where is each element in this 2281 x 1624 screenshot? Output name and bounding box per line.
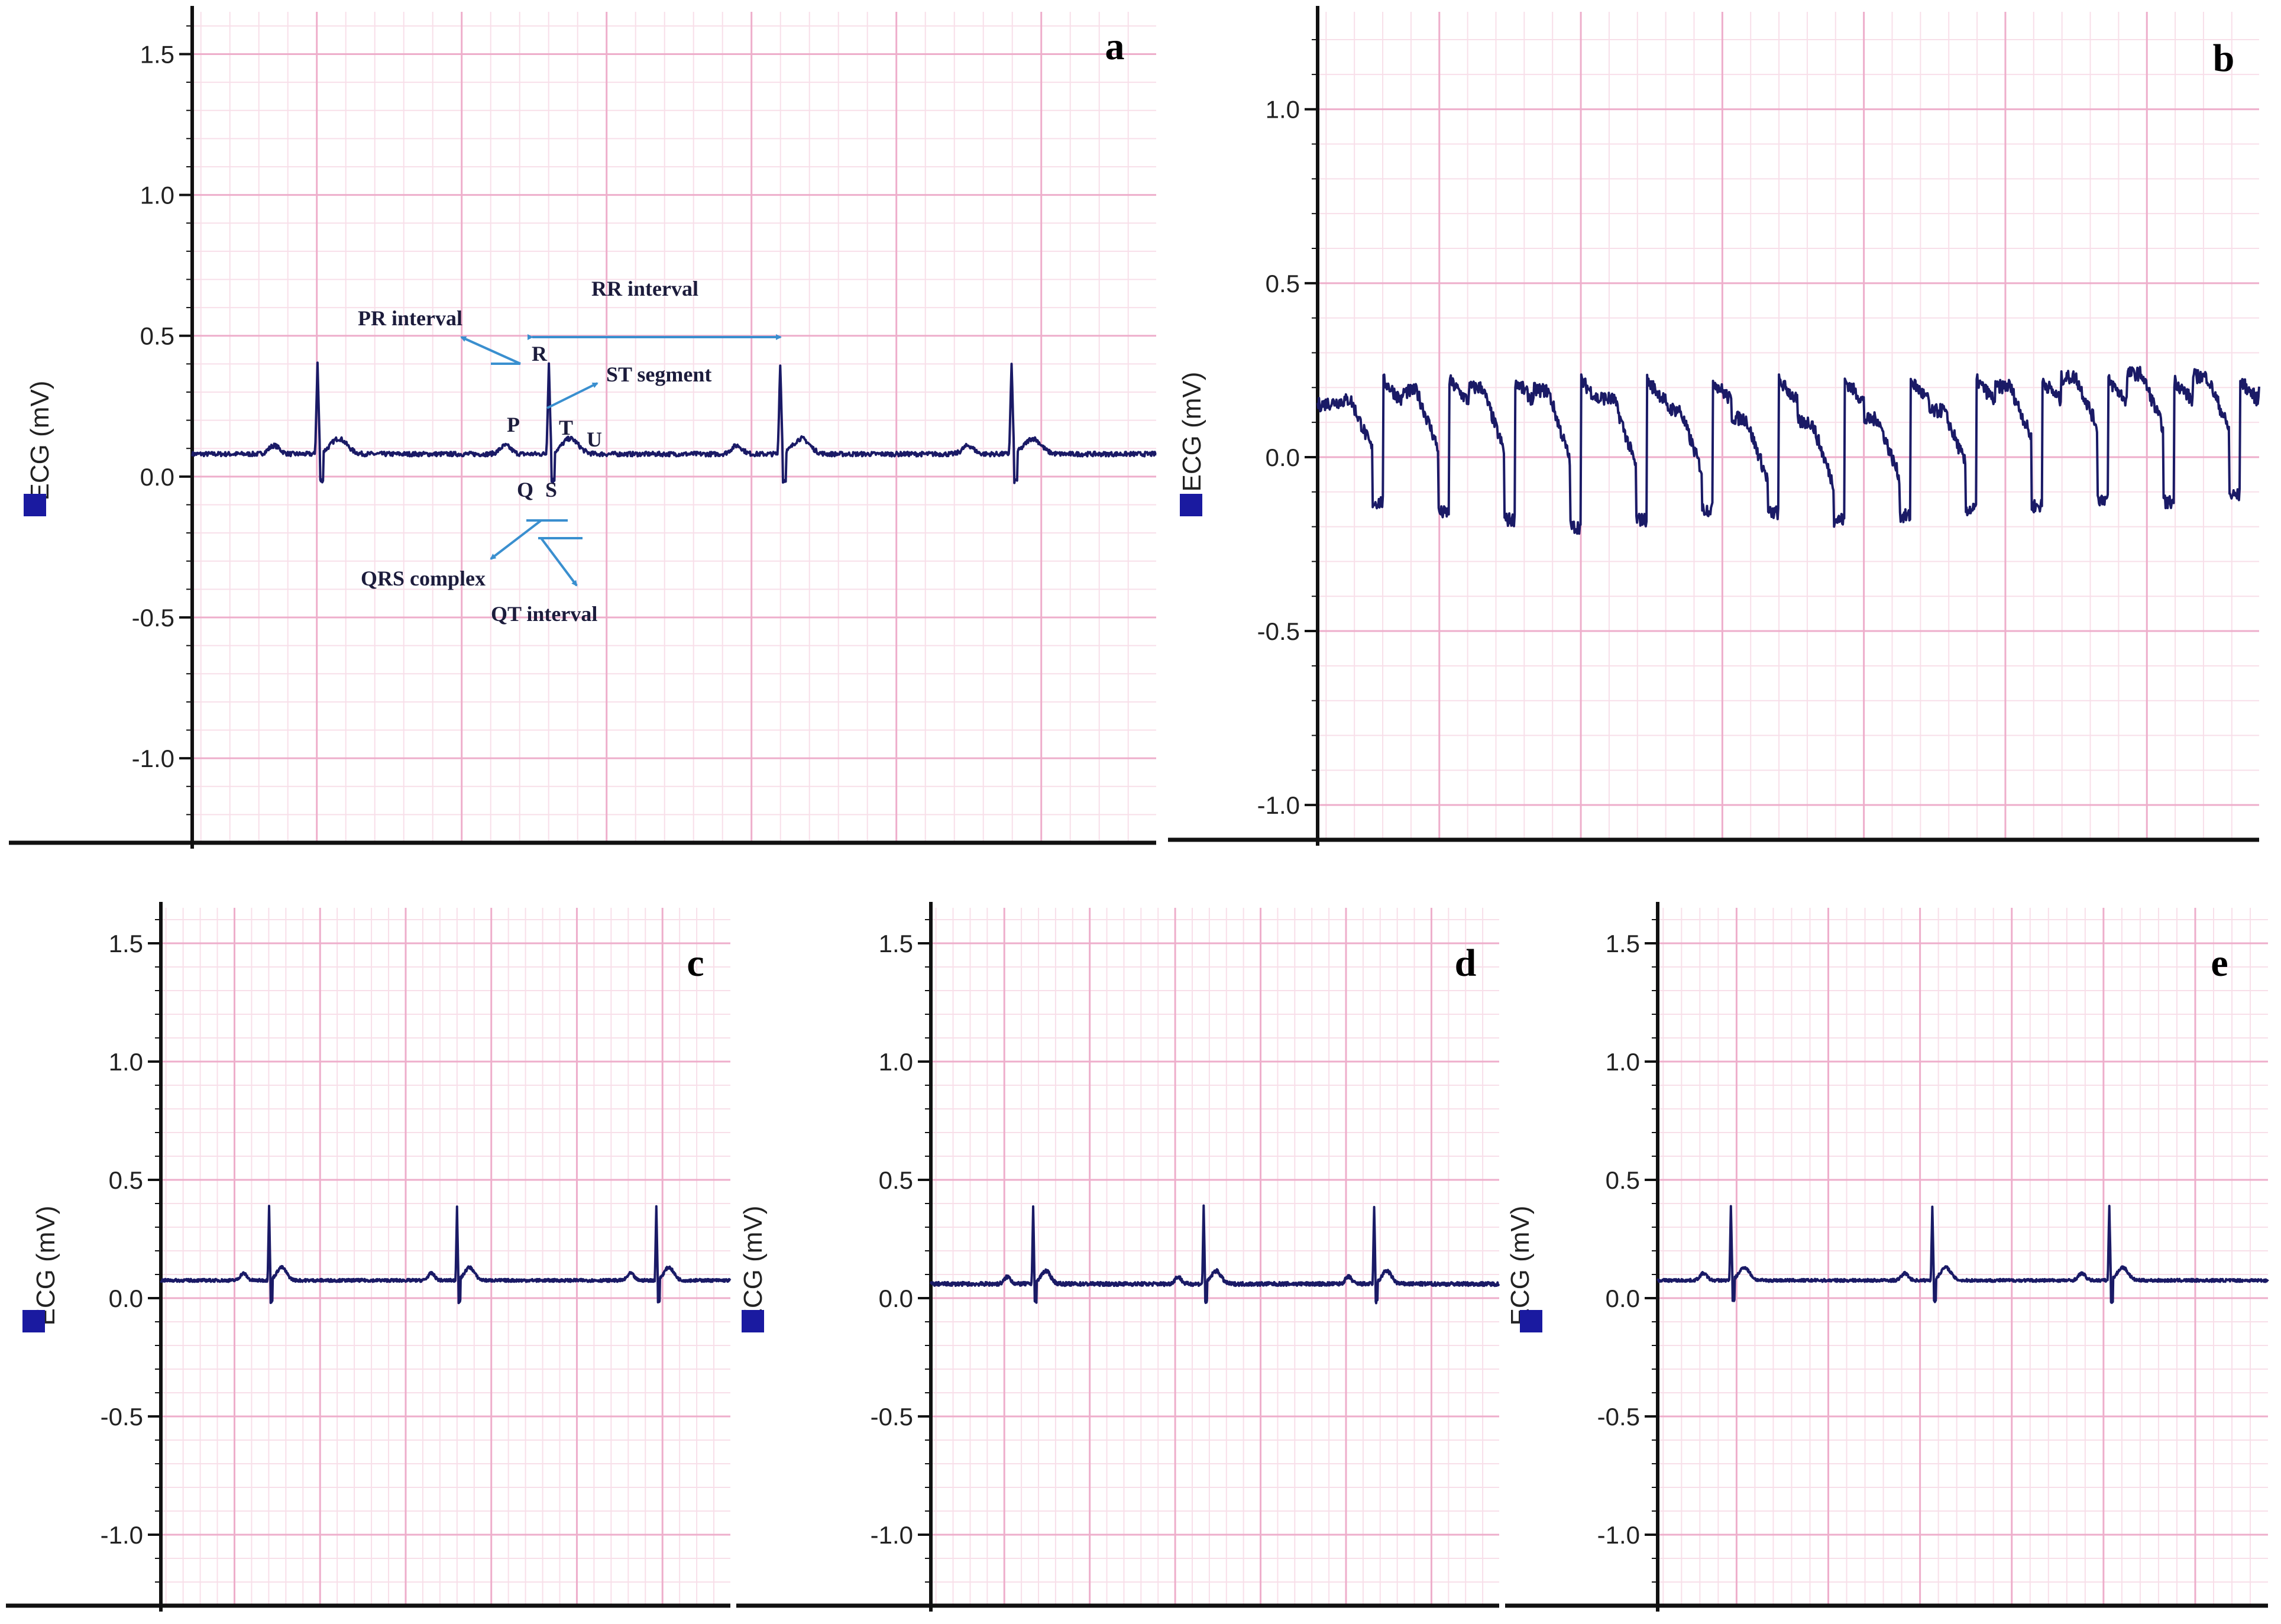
annotation-arrow: [540, 537, 578, 587]
y-tick-label: -1.0: [101, 1521, 143, 1549]
annotation-label: R: [532, 342, 548, 365]
y-tick-label: -1.0: [1257, 791, 1300, 819]
legend-swatch: [742, 1310, 764, 1332]
panel-label-b: b: [2213, 37, 2235, 80]
y-tick-label: -0.5: [1597, 1403, 1640, 1431]
annotation-label: P: [507, 413, 520, 436]
y-tick-label: 1.0: [1606, 1048, 1640, 1076]
ecg-panel-e: 1.5 1.0 0.5 0.0 -0.5 -1.0 ECG (mV) e: [1505, 902, 2269, 1612]
annotation-label: U: [587, 428, 602, 451]
y-axis-label: ECG (mV): [31, 1206, 60, 1326]
y-axis-label: ECG (mV): [25, 381, 54, 501]
y-tick-label: -0.5: [1257, 617, 1300, 645]
y-tick-label: 0.0: [1266, 444, 1300, 471]
y-tick-label: -1.0: [1597, 1521, 1640, 1549]
annotation-label: T: [559, 416, 573, 439]
y-tick-label: 0.5: [1606, 1166, 1640, 1194]
panel-label-e: e: [2211, 942, 2228, 985]
y-tick-label: 0.0: [879, 1285, 913, 1312]
y-tick-label: 0.5: [879, 1166, 913, 1194]
y-tick-label: -1.0: [871, 1521, 913, 1549]
legend-swatch: [1520, 1310, 1542, 1332]
y-tick-label: 0.0: [140, 463, 174, 491]
legend-swatch: [22, 1310, 45, 1332]
y-tick-label: 1.5: [1606, 930, 1640, 957]
y-axis-label: ECG (mV): [739, 1206, 768, 1326]
annotation-arrow: [460, 336, 521, 365]
annotation-label: RR interval: [591, 277, 698, 300]
legend-swatch: [24, 494, 46, 516]
ecg-trace: [191, 361, 1157, 484]
y-axis-label: ECG (mV): [1506, 1206, 1535, 1326]
y-tick-label: 1.0: [140, 182, 174, 209]
y-tick-label: 1.0: [879, 1048, 913, 1076]
y-tick-label: -0.5: [871, 1403, 913, 1431]
annotation-label: QT interval: [491, 602, 597, 626]
annotation-label: QRS complex: [361, 567, 486, 590]
annotation-label: S: [545, 478, 557, 502]
ecg-panel-a: 1.5 1.0 0.5 0.0 -0.5 -1.0 ECG (mV) a PR interval…: [9, 6, 1157, 849]
y-tick-label: 0.5: [140, 322, 174, 350]
annotation-arrow: [490, 519, 542, 560]
y-tick-label: 0.5: [1266, 270, 1300, 297]
ecg-trace: [1656, 1205, 2269, 1304]
y-tick-label: 0.0: [109, 1285, 143, 1312]
ecg-panel-c: 1.5 1.0 0.5 0.0 -0.5 -1.0 ECG (mV) c: [6, 902, 732, 1612]
y-tick-label: 1.5: [140, 40, 174, 68]
y-tick-label: 1.0: [109, 1048, 143, 1076]
annotation-label: Q: [517, 478, 533, 502]
legend-swatch: [1180, 494, 1202, 516]
annotation-label: ST segment: [606, 363, 711, 386]
y-tick-label: -0.5: [132, 604, 174, 632]
y-tick-label: 1.5: [879, 930, 913, 957]
annotation-label: PR interval: [358, 306, 462, 330]
y-tick-label: -1.0: [132, 745, 174, 772]
panel-label-d: d: [1455, 942, 1477, 985]
ecg-panel-d: 1.5 1.0 0.5 0.0 -0.5 -1.0 ECG (mV) d: [736, 902, 1500, 1612]
y-tick-label: 1.5: [109, 930, 143, 957]
ecg-trace: [1316, 365, 2260, 535]
y-tick-label: -0.5: [101, 1403, 143, 1431]
y-tick-label: 0.0: [1606, 1285, 1640, 1312]
y-tick-label: 0.5: [109, 1166, 143, 1194]
ecg-trace: [160, 1205, 732, 1305]
annotation-arrow: [546, 382, 598, 409]
panel-label-c: c: [687, 942, 704, 985]
ecg-trace: [930, 1204, 1500, 1305]
ecg-panel-b: 1.0 0.5 0.0 -0.5 -1.0 ECG (mV) b: [1168, 6, 2260, 846]
y-tick-label: 1.0: [1266, 96, 1300, 124]
panel-label-a: a: [1105, 25, 1125, 68]
y-axis-label: ECG (mV): [1177, 372, 1206, 492]
